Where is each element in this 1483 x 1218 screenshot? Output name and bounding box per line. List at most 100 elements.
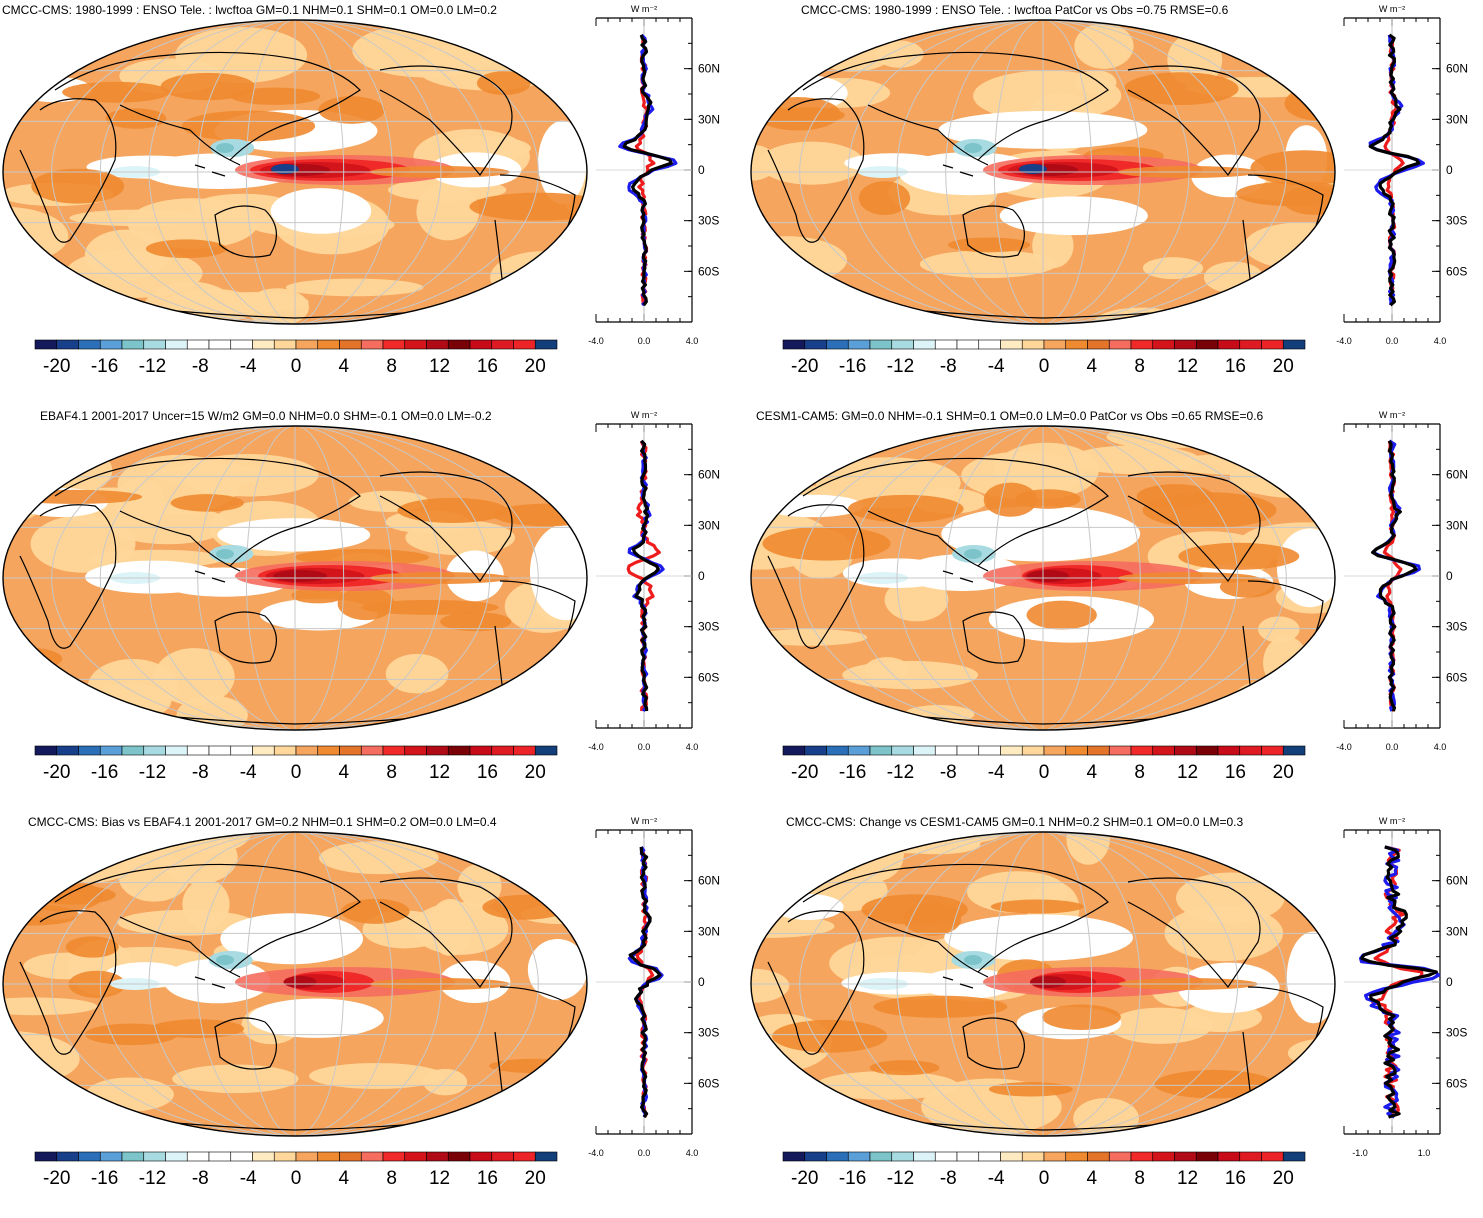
colorbar-label: 4	[339, 356, 350, 377]
panel-title: EBAF4.1 2001-2017 Uncer=15 W/m2 GM=0.0 N…	[40, 409, 492, 423]
lat-tick-label: 0	[1446, 163, 1453, 177]
colorbar-label: 8	[1134, 762, 1145, 783]
map-plot	[750, 425, 1336, 731]
lat-tick-label: 30S	[1446, 214, 1467, 228]
colorbar-label: -20	[43, 1168, 70, 1189]
lat-tick-label: 30N	[698, 112, 720, 126]
colorbar-label: 20	[1273, 356, 1294, 377]
zonal-x-tick-label: 4.0	[686, 336, 699, 346]
panel-bias: CMCC-CMS: Bias vs EBAF4.1 2001-2017 GM=0…	[0, 812, 741, 1218]
lat-tick-label: 30S	[698, 1026, 719, 1040]
lat-tick-label: 30S	[698, 214, 719, 228]
zonal-x-tick-label: 4.0	[1434, 336, 1447, 346]
colorbar: -20 -16 -12 -8 -4 0 4 8 12 16 20	[782, 745, 1306, 783]
colorbar-label: 16	[1225, 762, 1246, 783]
colorbar-label: -16	[839, 762, 866, 783]
lat-tick-label: 30N	[1446, 518, 1468, 532]
colorbar: -20 -16 -12 -8 -4 0 4 8 12 16 20	[34, 745, 558, 783]
lat-tick-label: 60S	[1446, 670, 1467, 684]
colorbar-label: -12	[887, 356, 914, 377]
colorbar-label: 8	[1134, 1168, 1145, 1189]
zonal-mean-plot: W m⁻² 60N 30N 0 30S 60S -4.0 0.0 4.0	[588, 410, 720, 752]
colorbar-label: 8	[386, 356, 397, 377]
colorbar: -20 -16 -12 -8 -4 0 4 8 12 16 20	[782, 1151, 1306, 1189]
colorbar-label: -20	[791, 356, 818, 377]
lat-tick-label: 60N	[1446, 874, 1468, 888]
zonal-x-tick-label: -1.0	[1352, 1148, 1368, 1158]
colorbar-label: -12	[139, 356, 166, 377]
colorbar-label: -4	[988, 762, 1005, 783]
lat-tick-label: 60N	[1446, 468, 1468, 482]
lat-tick-label: 30N	[1446, 112, 1468, 126]
lat-tick-label: 60S	[698, 264, 719, 278]
zonal-x-tick-label: -4.0	[588, 336, 604, 346]
colorbar-swatch	[534, 1151, 558, 1162]
zonal-mean-line	[1368, 33, 1421, 307]
colorbar-label: 0	[291, 762, 302, 783]
panel-title: CMCC-CMS: 1980-1999 : ENSO Tele. : lwcft…	[2, 3, 497, 17]
colorbar-label: 0	[291, 356, 302, 377]
colorbar-label: 16	[1225, 1168, 1246, 1189]
zonal-mean-line	[1360, 845, 1438, 1119]
colorbar-label: 12	[1177, 762, 1198, 783]
colorbar: -20 -16 -12 -8 -4 0 4 8 12 16 20	[34, 1151, 558, 1189]
colorbar-label: 16	[477, 1168, 498, 1189]
zonal-x-tick-label: 4.0	[686, 1148, 699, 1158]
lat-tick-label: 30N	[698, 924, 720, 938]
lat-tick-label: 60N	[698, 874, 720, 888]
zonal-x-tick-label: 4.0	[1434, 742, 1447, 752]
panel-title: CESM1-CAM5: GM=0.0 NHM=-0.1 SHM=0.1 OM=0…	[756, 409, 1264, 423]
colorbar-swatch	[1282, 1151, 1306, 1162]
lat-tick-label: 30N	[698, 518, 720, 532]
colorbar: -20 -16 -12 -8 -4 0 4 8 12 16 20	[782, 339, 1306, 377]
colorbar-label: 0	[1039, 356, 1050, 377]
panel-change: CMCC-CMS: Change vs CESM1-CAM5 GM=0.1 NH…	[748, 812, 1483, 1218]
panel-ebaf: EBAF4.1 2001-2017 Uncer=15 W/m2 GM=0.0 N…	[0, 406, 741, 812]
lat-tick-label: 30S	[1446, 1026, 1467, 1040]
colorbar-label: 8	[1134, 356, 1145, 377]
panel-cmcc-cms: CMCC-CMS: 1980-1999 : ENSO Tele. : lwcft…	[0, 0, 741, 406]
lat-tick-label: 0	[698, 975, 705, 989]
zonal-x-tick-label: 0.0	[638, 742, 651, 752]
zonal-x-tick-label: -4.0	[588, 742, 604, 752]
colorbar-label: -8	[940, 356, 957, 377]
zonal-mean-line	[628, 846, 662, 1119]
colorbar-label: -4	[240, 356, 257, 377]
zonal-mean-plot: W m⁻² 60N 30N 0 30S 60S -4.0 0.0 4.0	[1336, 4, 1468, 346]
colorbar-label: -20	[791, 762, 818, 783]
lat-tick-label: 0	[1446, 975, 1453, 989]
zonal-x-tick-label: 0.0	[638, 336, 651, 346]
colorbar-label: 16	[477, 762, 498, 783]
panel-title: CMCC-CMS: Change vs CESM1-CAM5 GM=0.1 NH…	[786, 815, 1244, 829]
zonal-x-tick-label: 0.0	[1386, 336, 1399, 346]
map-plot	[750, 831, 1336, 1137]
lat-tick-label: 60N	[698, 62, 720, 76]
lat-tick-label: 0	[1446, 569, 1453, 583]
colorbar-label: -8	[192, 356, 209, 377]
panel-title: CMCC-CMS: 1980-1999 : ENSO Tele. : lwcft…	[801, 3, 1229, 17]
zonal-x-tick-label: 1.0	[1418, 1148, 1431, 1158]
colorbar-label: 16	[477, 356, 498, 377]
zonal-x-tick-label: 0.0	[1386, 742, 1399, 752]
colorbar-label: -4	[988, 1168, 1005, 1189]
map-plot	[2, 425, 588, 731]
zonal-x-tick-label: -4.0	[588, 1148, 604, 1158]
map-plot	[750, 19, 1336, 325]
colorbar-label: -20	[791, 1168, 818, 1189]
lat-tick-label: 30S	[698, 620, 719, 634]
colorbar: -20 -16 -12 -8 -4 0 4 8 12 16 20	[34, 339, 558, 377]
colorbar-label: -8	[192, 1168, 209, 1189]
colorbar-label: -8	[940, 1168, 957, 1189]
colorbar-label: -12	[887, 762, 914, 783]
colorbar-label: -16	[91, 1168, 118, 1189]
colorbar-label: 0	[1039, 1168, 1050, 1189]
lat-tick-label: 60S	[1446, 1076, 1467, 1090]
colorbar-label: 4	[1087, 762, 1098, 783]
colorbar-label: -16	[91, 762, 118, 783]
colorbar-label: 4	[1087, 1168, 1098, 1189]
colorbar-label: -4	[240, 1168, 257, 1189]
colorbar-label: 12	[429, 1168, 450, 1189]
colorbar-label: -4	[240, 762, 257, 783]
panel-cesm: CESM1-CAM5: GM=0.0 NHM=-0.1 SHM=0.1 OM=0…	[748, 406, 1483, 812]
colorbar-label: 4	[339, 1168, 350, 1189]
